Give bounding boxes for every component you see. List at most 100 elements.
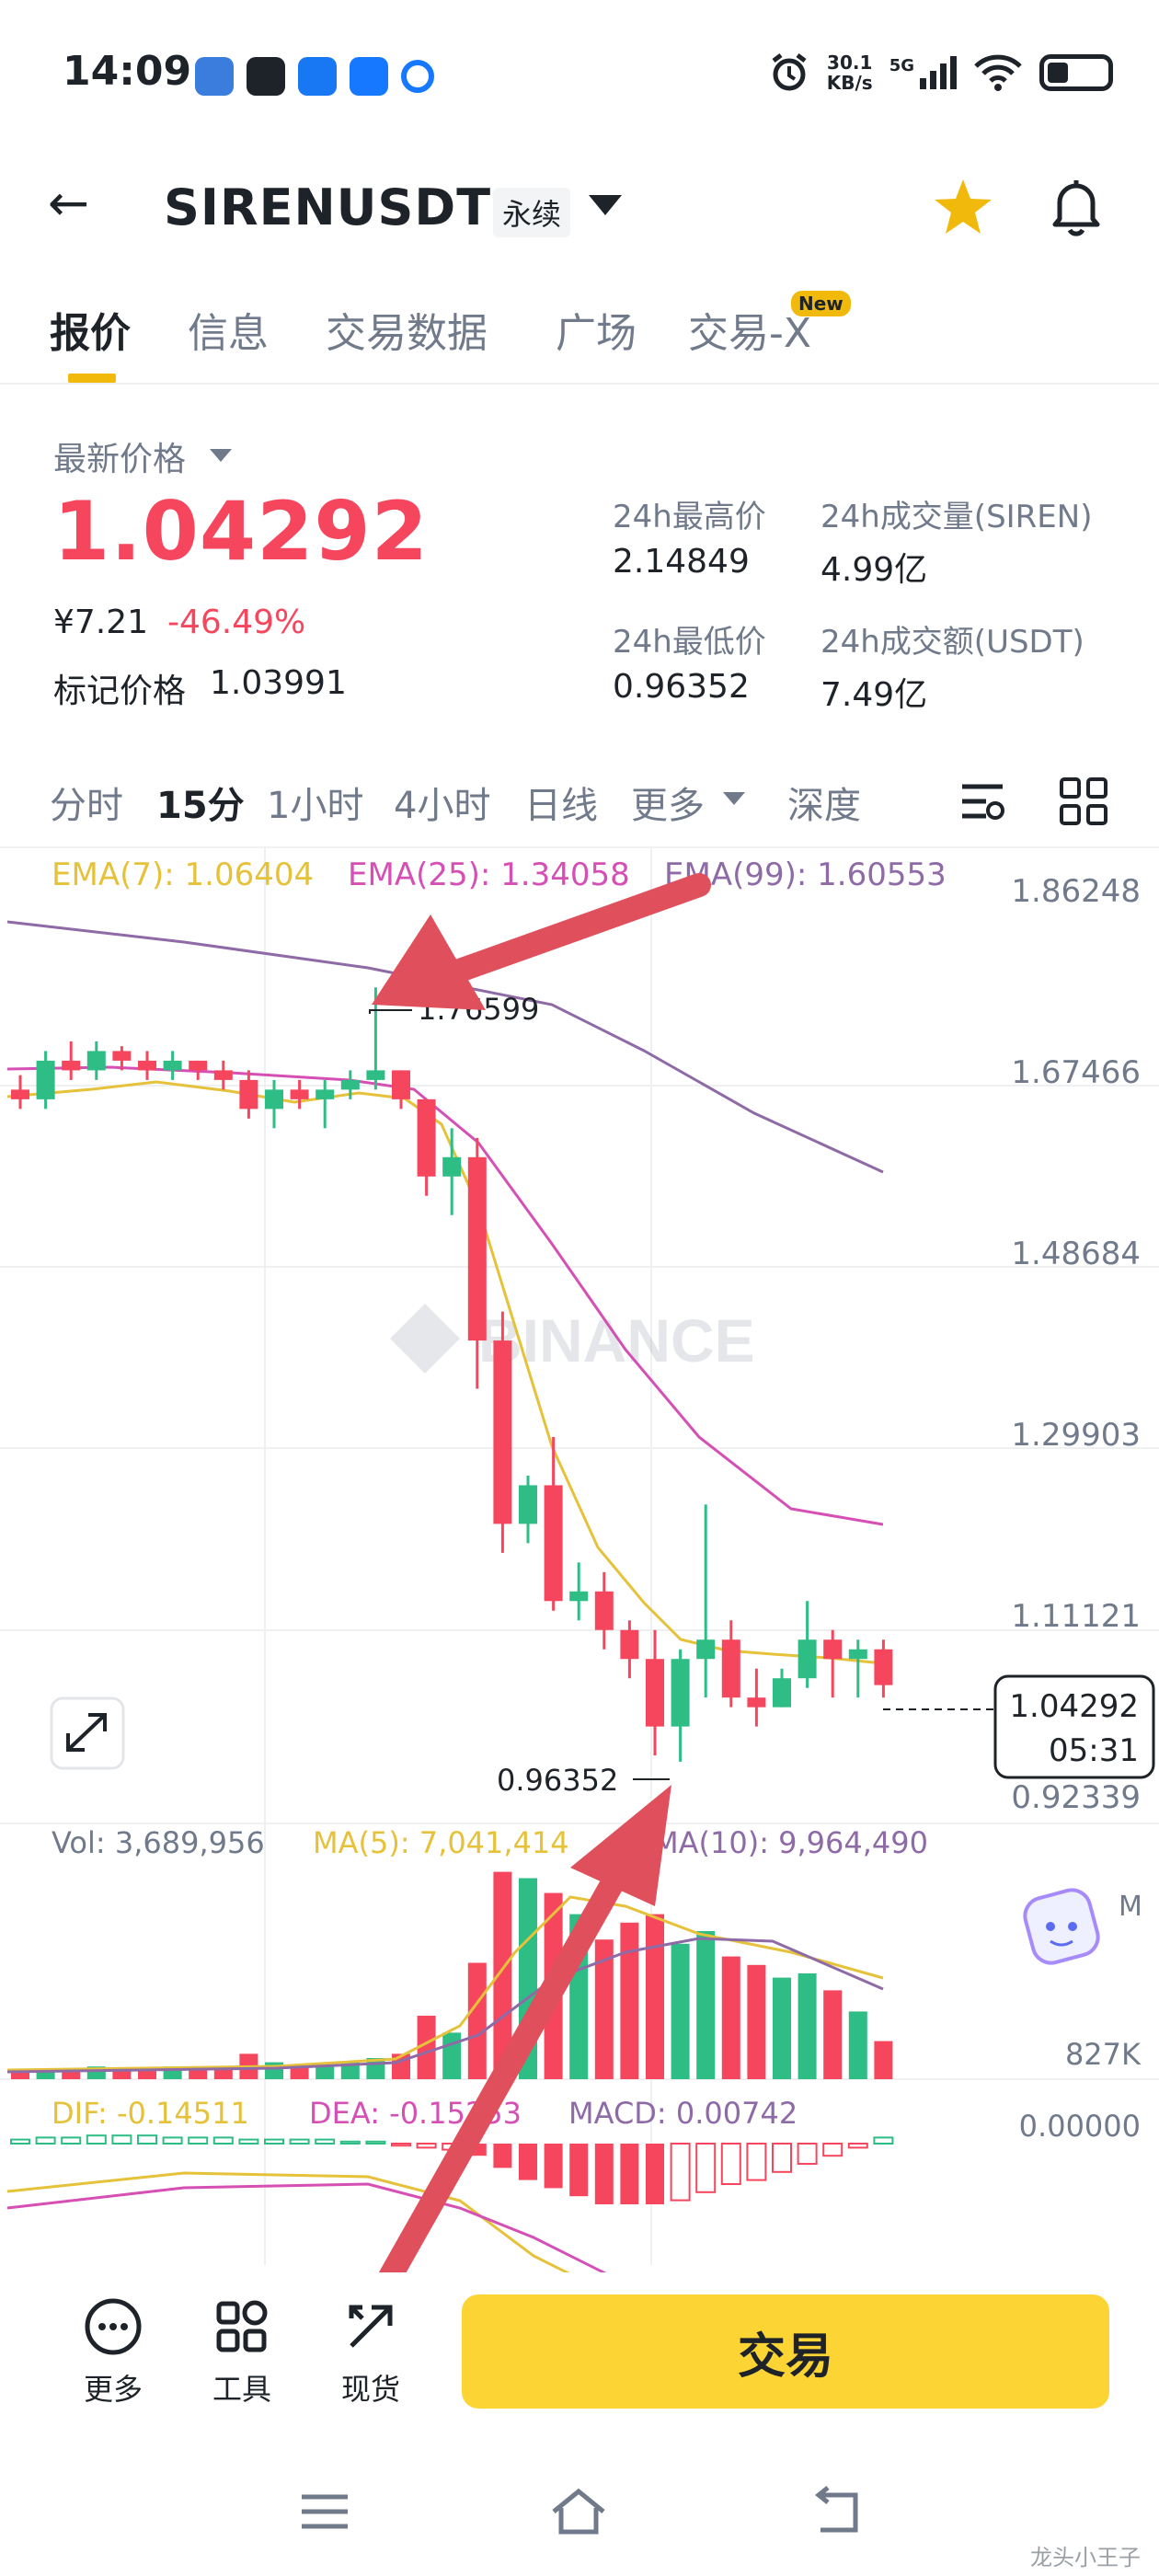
menu-icon[interactable] (293, 2484, 357, 2539)
volume-bar (671, 1943, 690, 2079)
last-price-tag[interactable] (993, 1674, 1155, 1779)
candle-body[interactable] (36, 1060, 55, 1099)
tab-square[interactable]: 广场 (556, 310, 637, 357)
candle-body[interactable] (519, 1485, 537, 1524)
candle-body[interactable] (138, 1060, 156, 1071)
price-change-pct: -46.49% (167, 604, 306, 641)
timeframe-1d[interactable]: 日线 (524, 785, 598, 827)
candle-body[interactable] (493, 1340, 512, 1524)
candle-body[interactable] (213, 1070, 233, 1080)
candle-body[interactable] (620, 1629, 639, 1660)
symbol-dropdown-icon[interactable] (589, 195, 622, 215)
tab-trade-x[interactable]: 交易-X (688, 310, 812, 357)
candle-body[interactable] (467, 1156, 487, 1341)
macd-bar (264, 2138, 284, 2145)
expand-icon (66, 1713, 107, 1752)
macd-bar (695, 2143, 717, 2193)
candle-body[interactable] (544, 1485, 563, 1602)
candle-body[interactable] (366, 1070, 385, 1080)
macd-bar (720, 2143, 741, 2185)
tab-info[interactable]: 信息 (188, 310, 269, 357)
tab-trading-data[interactable]: 交易数据 (326, 310, 488, 357)
binance-watermark: BINANCE (390, 1304, 755, 1374)
timeframe-bar: 分时 15分 1小时 4小时 日线 更多 深度 (0, 768, 1159, 833)
back-arrow-icon[interactable]: ← (48, 174, 90, 232)
ema99-line (6, 920, 884, 1174)
macd-bar (111, 2134, 132, 2145)
timeframe-depth[interactable]: 深度 (787, 785, 861, 827)
tools-button[interactable]: 工具 (191, 2296, 293, 2409)
candle-body[interactable] (823, 1639, 843, 1660)
macd-histogram (10, 2134, 894, 2204)
candle-body[interactable] (569, 1591, 589, 1602)
tab-quote[interactable]: 报价 (50, 310, 131, 357)
candle-body[interactable] (747, 1697, 766, 1708)
symbol-title[interactable]: SIRENUSDT (164, 178, 492, 236)
latest-price-label[interactable]: 最新价格 (53, 441, 187, 478)
candle-body[interactable] (874, 1649, 893, 1685)
high-marker-line (369, 1009, 412, 1014)
favorite-star-icon[interactable] (931, 175, 995, 239)
alipay-app-icon (350, 57, 388, 96)
ai-assistant-icon[interactable]: M (1021, 1886, 1142, 1967)
candle-body[interactable] (189, 1060, 208, 1071)
candle-body[interactable] (239, 1079, 258, 1110)
timeframe-4h[interactable]: 4小时 (394, 785, 491, 827)
trade-button[interactable]: 交易 (462, 2294, 1109, 2409)
kline-chart[interactable]: BINANCE EMA(7): 1.06404 EMA(25): 1.34058… (0, 846, 1159, 2283)
macd-bar (35, 2136, 56, 2145)
home-icon[interactable] (546, 2484, 611, 2539)
candle-body[interactable] (646, 1659, 664, 1727)
macd-bar (873, 2136, 894, 2145)
latest-price-dropdown-icon[interactable] (210, 449, 232, 462)
timeframe-1h[interactable]: 1小时 (267, 785, 364, 827)
bell-icon[interactable] (1041, 171, 1111, 241)
volume-bar (189, 2068, 208, 2079)
volume-label: Vol: 3,689,956 (52, 1825, 265, 1860)
more-dropdown-icon[interactable] (723, 792, 745, 805)
candle-body[interactable] (112, 1051, 132, 1061)
fullscreen-button[interactable] (50, 1696, 125, 1770)
volume-bar (138, 2068, 156, 2079)
spot-button[interactable]: 现货 (320, 2296, 421, 2409)
candle-body[interactable] (671, 1659, 690, 1727)
layout-grid-icon[interactable] (1056, 774, 1111, 829)
candle-body[interactable] (417, 1098, 436, 1177)
candle-body[interactable] (392, 1070, 410, 1099)
tools-grid-icon (216, 2300, 268, 2352)
candle-body[interactable] (721, 1639, 740, 1698)
spot-switch-icon (349, 2305, 393, 2348)
chart-canvas[interactable]: BINANCE EMA(7): 1.06404 EMA(25): 1.34058… (0, 848, 1159, 2283)
binance-app-icon (247, 57, 285, 96)
timeframe-15m[interactable]: 15分 (156, 785, 245, 827)
candle-body[interactable] (798, 1639, 817, 1679)
chart-settings-icon[interactable] (957, 776, 1008, 827)
candle-body[interactable] (848, 1649, 867, 1660)
candle-body[interactable] (316, 1089, 335, 1099)
candle-body[interactable] (594, 1591, 614, 1630)
more-button[interactable]: 更多 (63, 2296, 164, 2409)
macd-axis-label: 0.00000 (1019, 2109, 1141, 2144)
active-tab-indicator (68, 374, 116, 383)
macd-bar (339, 2140, 361, 2145)
back-icon[interactable] (804, 2484, 868, 2539)
timeframe-more[interactable]: 更多 (631, 785, 705, 827)
macd-bar (416, 2143, 437, 2149)
candle-body[interactable] (290, 1089, 309, 1099)
candle-body[interactable] (11, 1089, 29, 1099)
candle-body[interactable] (265, 1089, 283, 1110)
candle-body[interactable] (773, 1678, 791, 1708)
volume-ma5-label: MA(5): 7,041,414 (313, 1825, 569, 1860)
candle-body[interactable] (62, 1060, 81, 1071)
candle-body[interactable] (340, 1079, 360, 1090)
alarm-icon (772, 53, 807, 91)
macd-bar (620, 2144, 639, 2204)
macd-bar (315, 2138, 336, 2145)
candle-body[interactable] (442, 1156, 462, 1177)
annotation-arrow-low (374, 1785, 671, 2283)
y-tick: 0.92339 (1011, 1779, 1141, 1816)
timeframe-time-sharing[interactable]: 分时 (50, 785, 123, 827)
candle-body[interactable] (696, 1639, 716, 1660)
candle-body[interactable] (163, 1060, 182, 1071)
candle-body[interactable] (86, 1051, 106, 1071)
